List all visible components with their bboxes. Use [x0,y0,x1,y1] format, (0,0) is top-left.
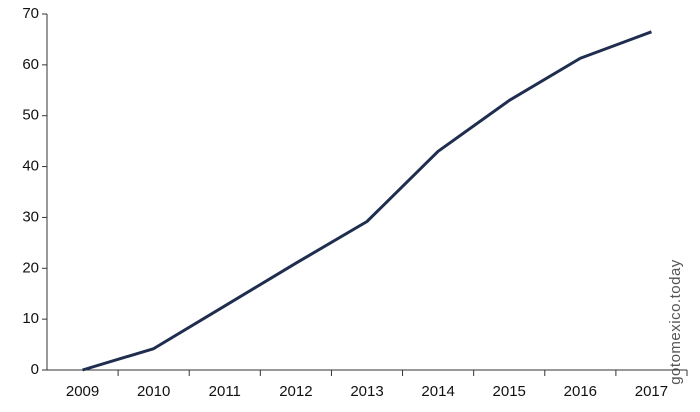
y-tick-label: 30 [22,208,39,225]
y-tick-label: 60 [22,56,39,73]
watermark: gotomexico.today [667,259,684,385]
y-tick-label: 40 [22,158,39,175]
x-tick-label: 2010 [137,383,170,400]
data-line [82,30,652,372]
y-tick-label: 10 [22,310,39,327]
x-tick-label: 2009 [66,383,99,400]
y-tick-label: 0 [31,361,39,378]
x-tick-label: 2017 [635,383,668,400]
x-tick-label: 2011 [209,383,241,400]
y-tick-label: 70 [22,5,39,22]
y-tick-label: 20 [22,259,39,276]
y-tick-label: 50 [22,107,39,124]
x-tick-label: 2015 [493,383,526,400]
x-tick-label: 2012 [279,383,312,400]
x-tick-label: 2016 [564,383,597,400]
x-tick-label: 2014 [421,383,454,400]
x-tick-label: 2013 [350,383,383,400]
